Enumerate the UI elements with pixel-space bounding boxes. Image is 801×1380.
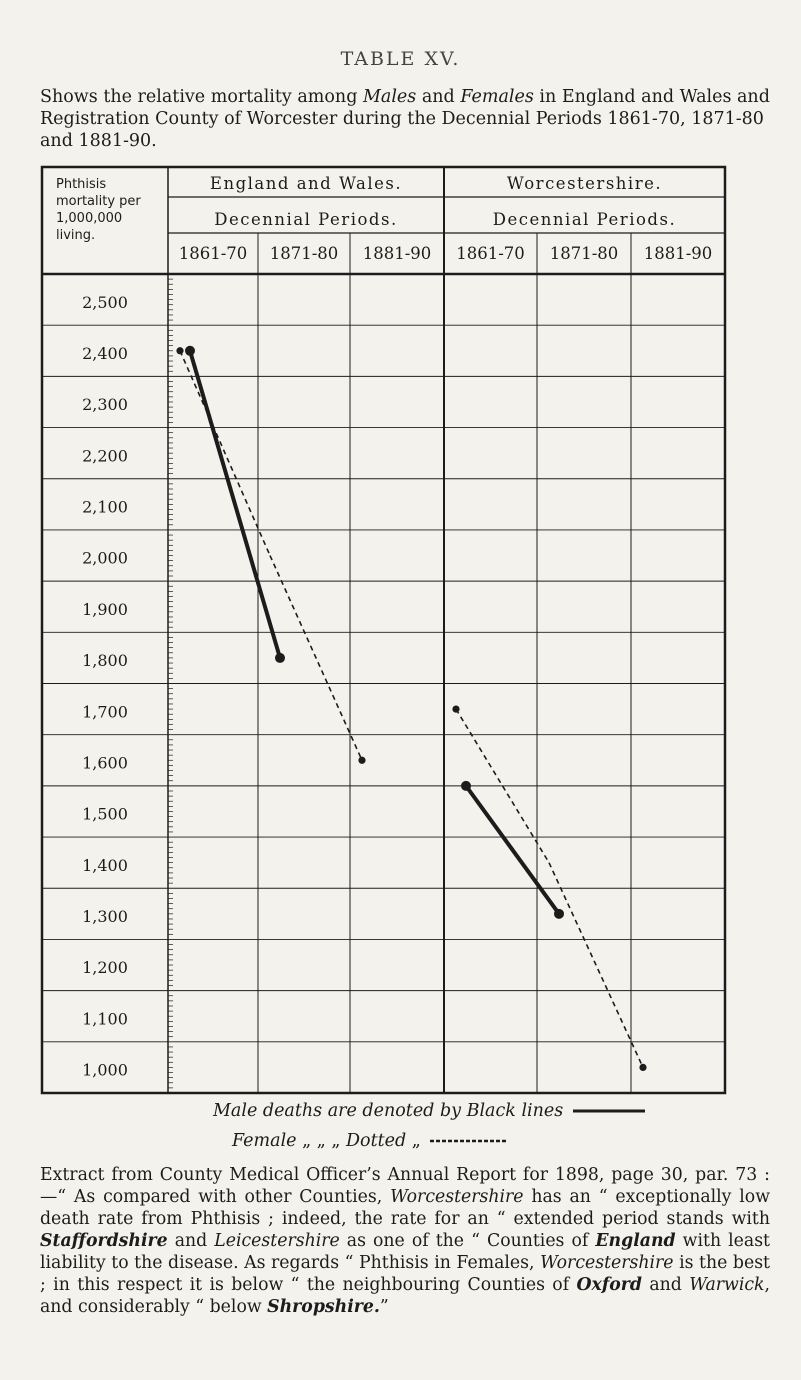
wo_female-segment <box>548 862 644 1068</box>
table-description: Shows the relative mortality among Males… <box>40 87 770 151</box>
y-tick-label: 1,600 <box>82 753 128 772</box>
y-tick-label: 2,100 <box>82 498 128 517</box>
report-extract: Extract from County Medical Officer’s An… <box>40 1165 771 1317</box>
y-tick-label: 1,100 <box>82 1009 128 1028</box>
group-header: Worcestershire. <box>507 174 662 193</box>
wo_male-segment <box>464 784 561 916</box>
y-tick-label: 2,400 <box>82 344 128 363</box>
y-tick-label: 1,900 <box>82 600 128 619</box>
legend-male: Male deaths are denoted by Black lines <box>213 1101 647 1121</box>
ew_male-point <box>275 652 285 663</box>
column-label: 1871-80 <box>550 244 619 263</box>
ew_male-segment <box>188 350 282 659</box>
table-title: TABLE XV. <box>340 48 461 70</box>
column-label: 1861-70 <box>179 244 248 263</box>
y-tick-label: 1,300 <box>82 907 128 926</box>
legend-dotted-sample <box>430 1139 507 1143</box>
y-tick-label: 1,400 <box>82 856 128 875</box>
column-label: 1861-70 <box>456 244 525 263</box>
mortality-chart: 2,500 2,400 2,300 2,200 2,100 2,000 1,900 1,800… <box>40 165 727 1095</box>
y-tick-label: 1,200 <box>82 958 128 977</box>
ew_female-segment <box>269 555 363 761</box>
row-header-text: mortality per <box>56 194 141 209</box>
y-tick-label: 1,700 <box>82 702 128 721</box>
wo_male-point <box>461 780 471 791</box>
legend-solid-sample <box>572 1109 645 1113</box>
wo_male-point <box>554 908 564 919</box>
y-tick-label: 1,500 <box>82 805 128 824</box>
y-tick-label: 2,300 <box>82 395 128 414</box>
row-header-text: 1,000,000 <box>56 211 122 226</box>
group-subheader: Decennial Periods. <box>493 210 676 229</box>
group-subheader: Decennial Periods. <box>214 210 397 229</box>
y-tick-label: 2,200 <box>82 446 128 465</box>
column-label: 1871-80 <box>270 244 339 263</box>
ew_female-segment <box>179 350 271 556</box>
y-tick-label: 1,000 <box>82 1061 128 1080</box>
wo_female-point <box>452 705 460 713</box>
ew_female-point <box>176 347 184 355</box>
group-header: England and Wales. <box>210 174 402 193</box>
wo_female-segment <box>455 708 550 864</box>
row-header-text: Phthisis <box>56 177 106 192</box>
y-tick-label: 2,000 <box>82 549 128 568</box>
ew_male-point <box>185 345 195 356</box>
y-tick-label: 2,500 <box>82 293 128 312</box>
chart-frame <box>40 165 727 1095</box>
ew_female-point <box>358 756 366 764</box>
column-label: 1881-90 <box>644 244 713 263</box>
y-tick-label: 1,800 <box>82 651 128 670</box>
legend-female: Female „ „ „ Dotted „ <box>232 1131 508 1151</box>
wo_female-point <box>639 1063 647 1072</box>
column-label: 1881-90 <box>363 244 432 263</box>
row-header-text: living. <box>56 228 95 243</box>
